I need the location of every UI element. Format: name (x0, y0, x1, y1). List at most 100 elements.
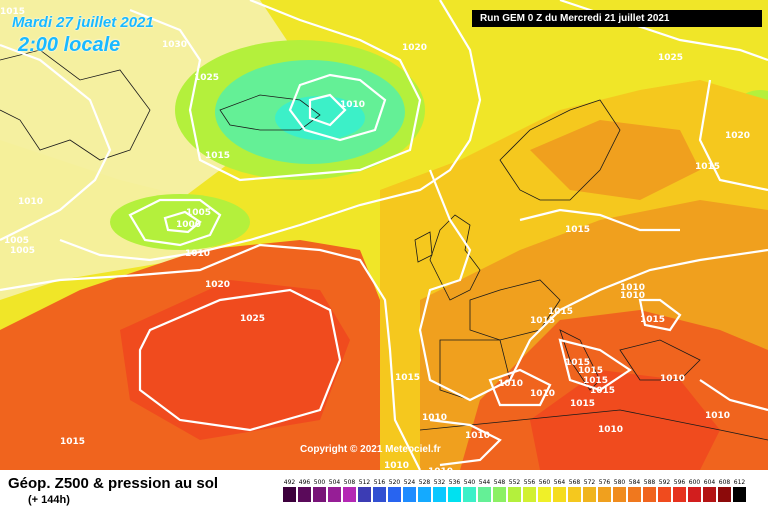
color-scale-swatch (297, 487, 311, 502)
color-scale-swatch (402, 487, 416, 502)
isobar-label: 1025 (194, 73, 219, 83)
isobar-label: 1005 (4, 236, 29, 246)
color-scale-label: 532 (433, 479, 446, 486)
color-scale-swatch (492, 487, 506, 502)
color-scale-label: 536 (448, 479, 461, 486)
isobar-1015-east (698, 79, 768, 192)
isobar-label: 1015 (583, 376, 608, 386)
color-scale-label: 580 (613, 479, 626, 486)
isobar-label: 1010 (18, 197, 43, 207)
color-scale-label: 572 (583, 479, 596, 486)
color-scale-swatch (687, 487, 701, 502)
isobar-label: 1025 (658, 53, 683, 63)
isobar-label: 1015 (695, 162, 720, 172)
isobar-1010-africa (429, 418, 502, 467)
color-scale-label: 520 (388, 479, 401, 486)
color-scale-label: 564 (553, 479, 566, 486)
isobar-label: 1010 (185, 249, 210, 259)
z500-field-red-africa (530, 370, 720, 470)
color-scale-label: 600 (688, 479, 701, 486)
color-scale-swatch (522, 487, 536, 502)
isobar-label: 1010 (422, 413, 447, 423)
isobar-label: 1010 (428, 467, 453, 470)
isobar-1010-central (519, 208, 680, 232)
color-scale-swatch (567, 487, 581, 502)
scandinavia-coast (499, 99, 621, 201)
color-scale-swatch (282, 487, 296, 502)
isobar-label: 1015 (565, 358, 590, 368)
isobar-label: 1010 (465, 431, 490, 441)
great-britain-coast (429, 214, 481, 301)
isobar-label: 1020 (725, 131, 750, 141)
color-scale-swatch (327, 487, 341, 502)
color-scale-label: 516 (373, 479, 386, 486)
color-scale-swatch (702, 487, 716, 502)
color-scale-swatch (717, 487, 731, 502)
italy-coast (559, 329, 601, 391)
isobar-1005-iceland (308, 93, 347, 127)
color-scale-swatch (537, 487, 551, 502)
isobar-1020 (59, 0, 482, 262)
isobar-label: 1000 (176, 220, 201, 230)
color-scale-swatch (447, 487, 461, 502)
color-scale-label: 500 (313, 479, 326, 486)
isobar-label: 1005 (186, 208, 211, 218)
color-scale-swatch (417, 487, 431, 502)
isobar-label: 1030 (162, 40, 187, 50)
isobar-label: 1005 (10, 246, 35, 256)
isobar-1015-europe (418, 169, 768, 402)
color-scale-swatch (507, 487, 521, 502)
color-scale-swatch (732, 487, 746, 502)
isobar-label: 1015 (395, 373, 420, 383)
ireland-coast (414, 231, 433, 263)
isobar-label: 1010 (530, 389, 555, 399)
north-africa-coast (419, 409, 768, 441)
color-scale-label: 588 (643, 479, 656, 486)
isobar-1010-iceland (288, 73, 387, 142)
color-scale-label: 604 (703, 479, 716, 486)
isobar-label: 1010 (498, 379, 523, 389)
isobar-1015-west (0, 43, 112, 241)
iceland-coast (219, 94, 321, 131)
color-scale-label: 496 (298, 479, 311, 486)
isobar-label: 1015 (590, 386, 615, 396)
isobar-label: 1015 (640, 315, 665, 325)
isobar-label: 1010 (340, 100, 365, 110)
isobar-label: 1010 (705, 411, 730, 421)
isobar-1015-balkan-low (638, 298, 682, 332)
color-scale-label: 548 (493, 479, 506, 486)
weather-map: 1015 1030 1020 1025 1025 1010 1015 1010 1005 1000… (0, 0, 768, 470)
isobar-1015-italy (558, 338, 632, 392)
legend-subtitle: (+ 144h) (28, 494, 70, 506)
color-scale-label: 528 (418, 479, 431, 486)
color-scale-label: 544 (478, 479, 491, 486)
isobar-label: 1015 (565, 225, 590, 235)
isobar-1010-iberia (488, 368, 552, 407)
run-info-box: Run GEM 0 Z du Mercredi 21 juillet 2021 (472, 10, 762, 27)
balkans-coast (619, 339, 701, 381)
color-scale-swatch (612, 487, 626, 502)
isobar-label: 1015 (570, 399, 595, 409)
isobar-label: 1010 (660, 374, 685, 384)
color-scale-swatch (477, 487, 491, 502)
isobar-label: 1015 (205, 151, 230, 161)
color-scale-swatch (582, 487, 596, 502)
color-scale-label: 492 (283, 479, 296, 486)
map-canvas: 1015 1030 1020 1025 1025 1010 1015 1010 1005 1000… (0, 0, 768, 470)
isobar-label: 1015 (548, 307, 573, 317)
isobar-1005-low (128, 198, 222, 247)
color-scale-swatch (642, 487, 656, 502)
color-scale-label: 524 (403, 479, 416, 486)
color-scale-label: 592 (658, 479, 671, 486)
greenland-coast (0, 49, 151, 161)
isobar-label: 1025 (240, 314, 265, 324)
z500-field-orange-north (530, 120, 700, 200)
color-scale-label: 512 (358, 479, 371, 486)
color-scale-label: 608 (718, 479, 731, 486)
color-scale-label: 584 (628, 479, 641, 486)
color-scale-swatch (597, 487, 611, 502)
color-scale-label: 556 (523, 479, 536, 486)
france-coast (469, 279, 561, 341)
color-scale-label: 612 (733, 479, 746, 486)
isobar-1025-inner (138, 288, 342, 432)
